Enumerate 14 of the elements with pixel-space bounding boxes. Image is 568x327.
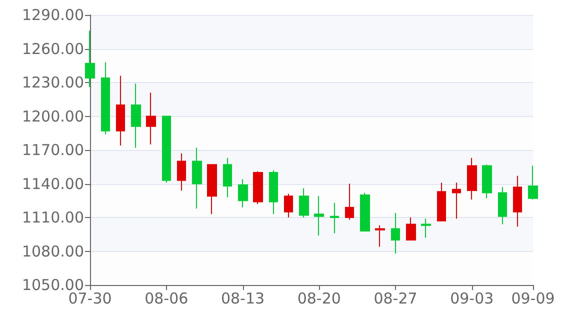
x-tick-label: 09-03 [450,290,494,308]
x-tick-label: 09-09 [511,290,555,308]
y-tick-label: 1200.00 [22,107,84,126]
y-tick-label: 1110.00 [22,208,84,226]
y-tick-label: 1260.00 [22,40,84,58]
y-tick-label: 1170.00 [22,141,84,159]
y-tick-label: 1230.00 [22,74,84,92]
x-tick-label: 08-13 [220,290,265,308]
x-tick-label: 08-27 [374,290,418,308]
y-tick-label: 1080.00 [22,242,84,260]
y-tick-label: 1290.00 [22,6,84,24]
x-tick-label: 08-20 [297,290,341,308]
x-tick-label: 08-06 [144,290,188,308]
y-tick-label: 1140.00 [22,174,84,193]
